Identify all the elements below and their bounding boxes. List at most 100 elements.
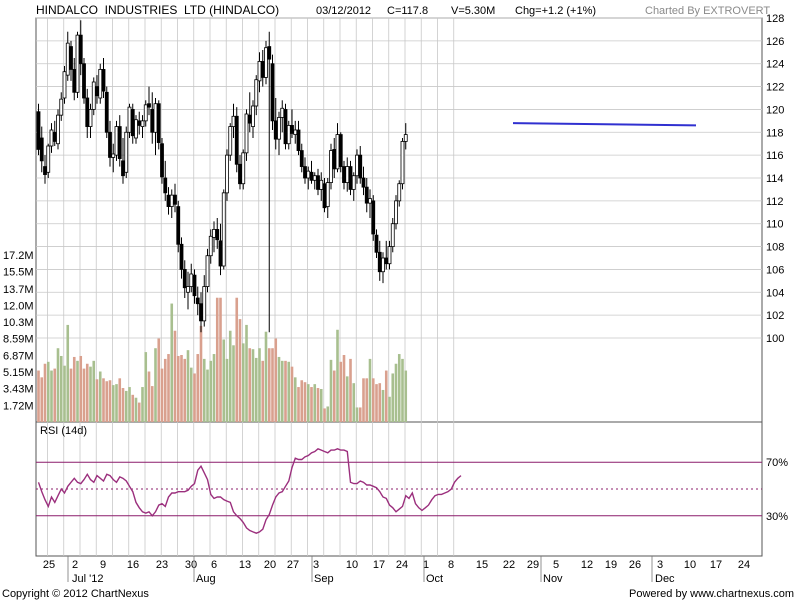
candle-body — [46, 145, 51, 173]
candle-body — [108, 131, 112, 158]
candle-body — [212, 229, 216, 238]
candle-body — [400, 141, 405, 185]
volume-bar — [137, 402, 141, 422]
volume-bar — [397, 354, 401, 422]
volume-axis: 17.2M 15.5M 13.7M 12.0M 10.3M 8.59M 6.87M 5.15M… — [3, 250, 34, 412]
candle-body — [114, 126, 119, 156]
volume-bar — [277, 356, 281, 422]
volume-bar — [72, 356, 76, 422]
charted-by: Charted By EXTROVERT — [645, 5, 770, 17]
volume-bar — [401, 358, 404, 422]
volume-bar — [134, 397, 138, 422]
copyright: Copyright © 2012 ChartNexus — [2, 588, 149, 600]
volume-bars — [37, 297, 408, 422]
candle-body — [384, 257, 389, 265]
symbol-title: HINDALCO INDUSTRIES LTD (HINDALCO) — [36, 3, 279, 17]
candle-body — [91, 81, 96, 110]
rsi-series — [37, 447, 462, 534]
date-axis: 25 2 9 16 23 30 6 13 20 27 3 10 17 24 1 8 15 22 29 5 12 19 26 3… — [43, 556, 750, 585]
volume-bar — [92, 360, 96, 422]
volume-bar — [196, 354, 200, 422]
volume-bar — [241, 343, 245, 422]
candle-body — [62, 71, 67, 99]
candle-body — [390, 223, 395, 247]
volume-bar — [235, 297, 239, 422]
volume-bar — [329, 359, 333, 422]
day-tick-label: 13 — [239, 559, 251, 571]
candle-body — [143, 104, 148, 122]
volume-bar — [293, 377, 297, 422]
candle-body — [322, 183, 327, 209]
volume-bar — [342, 355, 346, 422]
volume-bar — [378, 383, 382, 422]
candle-body — [364, 186, 369, 204]
volume-bar — [352, 383, 356, 422]
candle-body — [309, 171, 314, 181]
candle-body — [277, 117, 281, 140]
candle-body — [101, 69, 106, 92]
candle-body — [371, 200, 376, 235]
volume-bar — [209, 360, 213, 422]
month-label: Jul '12 — [72, 573, 103, 585]
candle-body — [228, 126, 233, 156]
volume-bar — [111, 385, 115, 422]
volume-bar — [154, 348, 157, 422]
volume-bar — [131, 394, 135, 422]
candle-body — [95, 86, 99, 97]
volume-bar — [316, 388, 320, 422]
volume-bar — [124, 390, 128, 422]
candle-body — [147, 103, 151, 108]
volume-bar — [248, 348, 252, 422]
volume-bar — [394, 363, 398, 422]
candle-body — [270, 63, 275, 122]
candle-body — [111, 153, 116, 158]
candle-body — [387, 246, 392, 265]
candle-body — [104, 91, 109, 133]
day-tick-label: 24 — [738, 559, 750, 571]
day-tick-label: 2 — [72, 559, 78, 571]
volume-bar — [108, 380, 112, 422]
candle-body — [121, 160, 125, 177]
candle-body — [338, 134, 343, 167]
candle-body — [306, 170, 311, 179]
candle-body — [85, 97, 90, 127]
volume-bar — [290, 366, 294, 422]
volume-bar — [85, 363, 89, 422]
volume-bar — [98, 371, 102, 422]
candle-body — [208, 235, 213, 257]
volume-bar — [46, 361, 50, 422]
candle-body — [290, 125, 294, 134]
candle-body — [117, 126, 122, 159]
volume-bar — [121, 388, 125, 422]
price-tick-label: 114 — [766, 173, 784, 185]
candle-body — [156, 103, 161, 143]
volume-bar — [82, 368, 86, 422]
candle-body — [52, 131, 57, 142]
volume-bar — [332, 370, 336, 422]
volume-bar — [43, 363, 47, 422]
volume-bar — [365, 378, 369, 422]
volume-bar — [183, 358, 187, 422]
candle-body — [199, 303, 203, 322]
volume-bar — [280, 360, 284, 422]
volume-bar — [144, 352, 148, 422]
candle-body — [124, 131, 129, 173]
day-tick-label: 19 — [605, 559, 617, 571]
day-tick-label: 10 — [684, 559, 696, 571]
candle-body — [244, 113, 249, 154]
volume-bar — [319, 388, 323, 422]
candle-body — [264, 47, 268, 78]
candle-body — [260, 61, 265, 78]
candle-body — [355, 154, 359, 177]
candle-body — [82, 63, 86, 99]
day-tick-label: 26 — [629, 559, 641, 571]
volume-bar — [254, 357, 258, 422]
price-tick-label: 104 — [766, 287, 784, 299]
volume-tick-label: 5.15M — [3, 367, 34, 379]
price-tick-label: 108 — [766, 242, 784, 254]
candle-body — [238, 163, 242, 185]
candle-body — [221, 192, 226, 267]
volume-bar — [215, 297, 219, 422]
volume-bar — [384, 370, 388, 422]
volume-bar — [371, 378, 375, 422]
